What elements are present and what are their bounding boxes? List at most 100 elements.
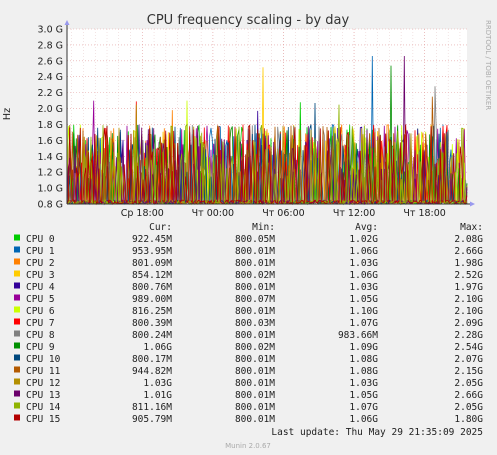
legend-series-name: CPU 11: [26, 366, 61, 377]
legend-value-max: 2.54G: [454, 342, 483, 353]
legend-value-avg: 1.08G: [349, 366, 378, 377]
y-tick-label: 2.0 G: [38, 104, 64, 115]
legend-series-name: CPU 10: [26, 354, 61, 365]
legend-value-avg: 1.03G: [349, 282, 378, 293]
legend-value-min: 800.02M: [235, 270, 275, 281]
legend-value-avg: 1.03G: [349, 378, 378, 389]
axes: [64, 20, 475, 207]
legend-value-cur: 800.39M: [132, 318, 172, 329]
chart-title: CPU frequency scaling - by day: [147, 13, 350, 28]
legend-value-avg: 1.06G: [349, 270, 378, 281]
legend-value-avg: 1.07G: [349, 402, 378, 413]
legend-value-min: 800.03M: [235, 318, 275, 329]
legend-value-cur: 905.79M: [132, 414, 172, 425]
legend-value-max: 2.07G: [454, 354, 483, 365]
watermark: RRDTOOL / TOBI OETIKER: [484, 20, 492, 110]
legend-value-min: 800.01M: [235, 258, 275, 269]
legend-value-min: 800.02M: [235, 342, 275, 353]
legend-series-name: CPU 3: [26, 270, 55, 281]
legend-swatch: [14, 414, 20, 421]
legend-value-max: 1.97G: [454, 282, 483, 293]
legend-value-cur: 800.24M: [132, 330, 172, 341]
legend-series-name: CPU 9: [26, 342, 55, 353]
legend-value-cur: 811.16M: [132, 402, 172, 413]
legend-value-cur: 922.45M: [132, 234, 172, 245]
x-tick-label: Чт 18:00: [403, 208, 445, 219]
legend-value-max: 2.15G: [454, 366, 483, 377]
x-tick-label: Чт 00:00: [192, 208, 234, 219]
legend-value-min: 800.01M: [235, 366, 275, 377]
y-tick-label: 3.0 G: [38, 25, 64, 36]
legend-swatch: [14, 342, 20, 349]
y-tick-label: 1.4 G: [38, 152, 64, 163]
legend-header-avg: Avg:: [355, 222, 378, 233]
legend-series-name: CPU 0: [26, 234, 55, 245]
legend-value-min: 800.01M: [235, 402, 275, 413]
legend-value-avg: 1.08G: [349, 354, 378, 365]
y-tick-label: 2.6 G: [38, 56, 64, 67]
legend-value-min: 800.01M: [235, 378, 275, 389]
legend-series-name: CPU 5: [26, 294, 55, 305]
legend-value-cur: 953.95M: [132, 246, 172, 257]
legend-swatch: [14, 258, 20, 265]
legend-value-avg: 1.09G: [349, 342, 378, 353]
legend-series-name: CPU 4: [26, 282, 55, 293]
x-tick-label: Чт 12:00: [333, 208, 375, 219]
y-tick-label: 1.8 G: [38, 120, 64, 131]
legend-value-cur: 854.12M: [132, 270, 172, 281]
legend-value-min: 800.05M: [235, 234, 275, 245]
legend: Cur: Min: Avg: Max: CPU 0 922.45M 800.05M 1.02G…: [14, 222, 483, 425]
legend-value-avg: 1.05G: [349, 390, 378, 401]
grid: [67, 28, 467, 205]
y-tick-label: 1.0 G: [38, 184, 64, 195]
legend-value-cur: 1.01G: [143, 390, 172, 401]
legend-swatch: [14, 390, 20, 397]
x-tick-label: Чт 06:00: [262, 208, 304, 219]
y-axis-ticks: 0.8 G 1.0 G 1.2 G 1.4 G 1.6 G 1.8 G 2.0 G 2.2 G…: [38, 25, 64, 211]
y-axis-arrow-icon: [64, 20, 70, 25]
legend-value-cur: 1.03G: [143, 378, 172, 389]
legend-swatch: [14, 234, 20, 241]
legend-value-min: 800.01M: [235, 414, 275, 425]
legend-swatch: [14, 330, 20, 337]
legend-swatch: [14, 318, 20, 325]
legend-header-min: Min:: [252, 222, 275, 233]
legend-value-max: 2.09G: [454, 318, 483, 329]
y-tick-label: 2.4 G: [38, 72, 64, 83]
legend-series-name: CPU 6: [26, 306, 55, 317]
legend-value-max: 2.05G: [454, 378, 483, 389]
legend-value-avg: 1.07G: [349, 318, 378, 329]
legend-value-cur: 800.17M: [132, 354, 172, 365]
legend-header-cur: Cur:: [149, 222, 172, 233]
y-tick-label: 1.2 G: [38, 168, 64, 179]
x-axis-ticks: Ср 18:00 Чт 00:00 Чт 06:00 Чт 12:00 Чт 18:00: [121, 208, 446, 219]
legend-swatch: [14, 294, 20, 301]
legend-series-name: CPU 15: [26, 414, 60, 425]
legend-series-name: CPU 13: [26, 390, 60, 401]
legend-value-cur: 944.82M: [132, 366, 172, 377]
legend-header-max: Max:: [460, 222, 483, 233]
legend-swatch: [14, 354, 20, 361]
legend-value-min: 800.07M: [235, 294, 275, 305]
legend-value-cur: 816.25M: [132, 306, 172, 317]
legend-value-max: 2.08G: [454, 234, 483, 245]
footer: Munin 2.0.67: [225, 442, 271, 450]
legend-value-max: 2.28G: [454, 330, 483, 341]
series-line-cpu-15: [66, 124, 468, 206]
legend-value-cur: 1.06G: [143, 342, 172, 353]
legend-swatch: [14, 306, 20, 313]
x-tick-label: Ср 18:00: [121, 208, 164, 219]
y-tick-label: 2.2 G: [38, 88, 64, 99]
legend-series-name: CPU 14: [26, 402, 61, 413]
legend-value-avg: 1.05G: [349, 294, 378, 305]
legend-value-min: 800.01M: [235, 246, 275, 257]
legend-series-name: CPU 2: [26, 258, 55, 269]
legend-value-cur: 989.00M: [132, 294, 172, 305]
last-update: Last update: Thu May 29 21:35:09 2025: [271, 427, 483, 438]
y-tick-label: 2.8 G: [38, 40, 64, 51]
legend-value-min: 800.01M: [235, 306, 275, 317]
legend-value-max: 2.52G: [454, 270, 483, 281]
legend-value-cur: 801.09M: [132, 258, 172, 269]
legend-swatch: [14, 282, 20, 289]
